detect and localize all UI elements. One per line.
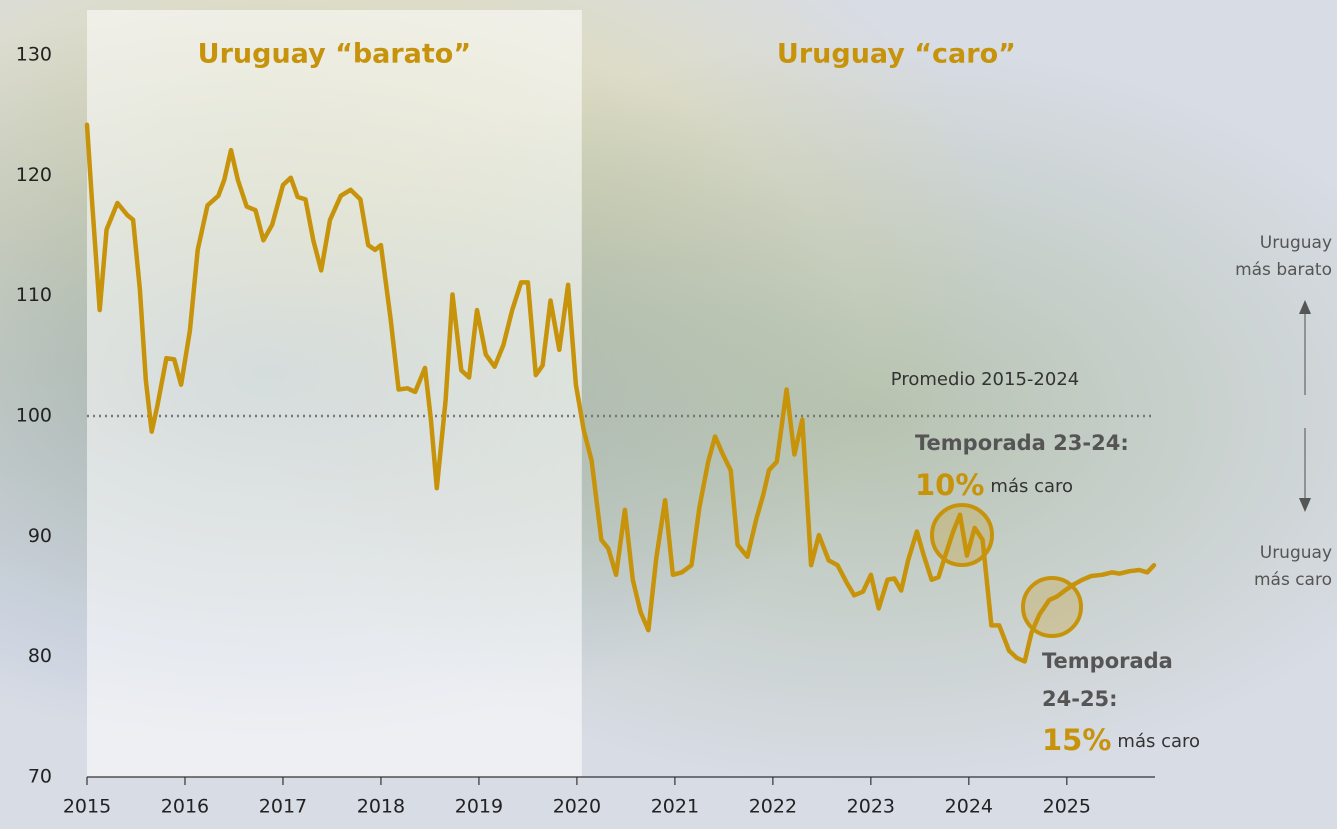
x-tick-label: 2020 [553,796,601,818]
annotation-title: 24-25: [1042,687,1118,711]
annotation-pct: 10% [915,468,984,502]
x-tick-label: 2019 [455,796,503,818]
annotation-title: Temporada 23-24: [915,431,1129,455]
annotation-title: Temporada [1042,649,1173,673]
reference-label: Promedio 2015-2024 [891,369,1079,390]
y-tick-label: 90 [28,525,52,547]
x-tick-label: 2018 [357,796,405,818]
region-label: Uruguay “caro” [777,39,1016,70]
x-tick-label: 2021 [651,796,699,818]
x-tick-label: 2017 [259,796,307,818]
y-tick-label: 110 [16,284,52,306]
side-label: Uruguay [1260,543,1332,563]
side-label: Uruguay [1260,233,1332,253]
chart: 70 80 90 100 110 120 130 2015 2016 2017 2018 2019 20… [0,0,1337,829]
annotation-note: más caro [990,476,1073,497]
x-tick-label: 2023 [847,796,895,818]
highlight-circle [932,505,992,565]
y-tick-label: 100 [16,405,52,427]
x-tick-label: 2024 [945,796,993,818]
x-tick-label: 2016 [161,796,209,818]
annotation-note: más caro [1117,731,1200,752]
annotation-pct: 15% [1042,723,1111,757]
x-tick-label: 2015 [63,796,111,818]
y-tick-label: 120 [16,164,52,186]
x-tick-label: 2025 [1043,796,1091,818]
y-tick-label: 70 [28,766,52,788]
highlight-circle [1023,578,1081,636]
x-tick-label: 2022 [749,796,797,818]
side-label: más caro [1254,570,1332,590]
side-label: más barato [1235,260,1332,280]
y-tick-label: 80 [28,645,52,667]
y-tick-label: 130 [16,44,52,66]
region-label: Uruguay “barato” [198,39,471,70]
